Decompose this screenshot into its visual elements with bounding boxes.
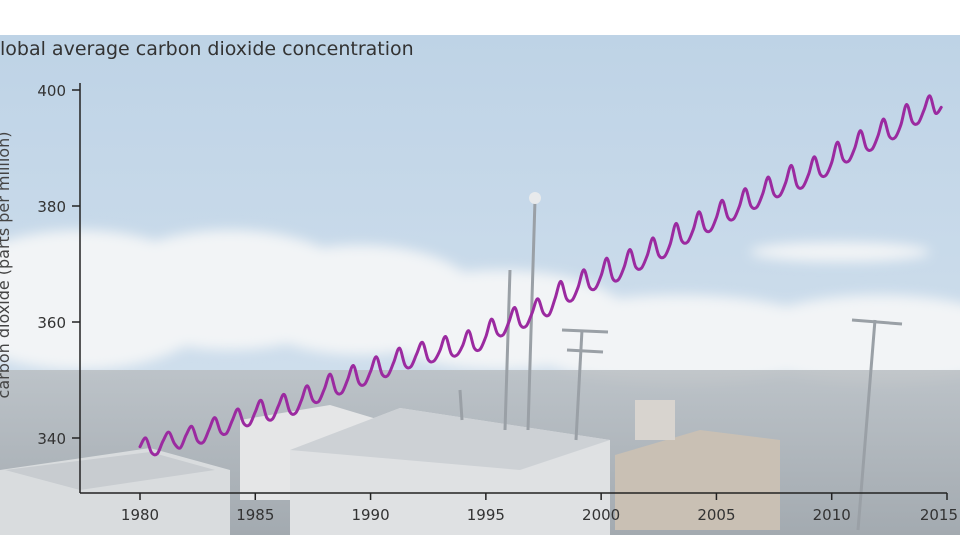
x-tick-label: 2010: [813, 506, 851, 524]
tower-dome: [529, 192, 541, 204]
y-tick-label: 360: [37, 314, 66, 332]
plot-area: lobal average carbon dioxide concentrati…: [0, 38, 958, 524]
chart-title: lobal average carbon dioxide concentrati…: [0, 38, 414, 60]
x-tick-label: 2000: [582, 506, 620, 524]
y-tick-label: 380: [37, 198, 66, 216]
data-series: [138, 94, 943, 457]
background-photo: [0, 35, 960, 535]
cloud-bank: [0, 230, 960, 385]
x-tick-label: 1985: [236, 506, 274, 524]
x-tick-label: 1995: [467, 506, 505, 524]
x-tick-label: 2015: [920, 506, 958, 524]
x-tick-label: 2005: [697, 506, 735, 524]
buildings: [0, 400, 780, 535]
y-axis-label: carbon dioxide (parts per million): [0, 132, 13, 399]
x-tick-label: 1990: [351, 506, 389, 524]
y-tick-label: 400: [37, 82, 66, 100]
x-axis-ticks: 1980 1985 1990 1995 2000 2005 2010 2015: [121, 493, 958, 524]
y-tick-label: 340: [37, 430, 66, 448]
co2-series-line: [138, 94, 943, 457]
x-tick-label: 1980: [121, 506, 159, 524]
y-axis-ticks: 340 360 380 400: [37, 82, 80, 448]
